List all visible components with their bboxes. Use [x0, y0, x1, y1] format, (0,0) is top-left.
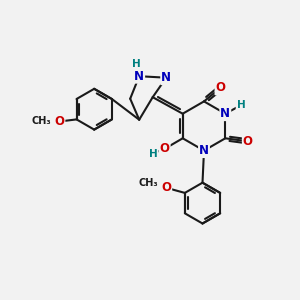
Text: H: H [149, 149, 158, 159]
Text: H: H [236, 100, 245, 110]
Text: N: N [199, 144, 209, 157]
Text: O: O [160, 142, 170, 155]
Text: N: N [220, 107, 230, 120]
Text: O: O [243, 135, 253, 148]
Text: N: N [134, 70, 144, 83]
Text: CH₃: CH₃ [32, 116, 51, 127]
Text: H: H [132, 58, 141, 69]
Text: N: N [161, 71, 171, 84]
Text: O: O [215, 81, 226, 94]
Text: CH₃: CH₃ [138, 178, 158, 188]
Text: O: O [54, 115, 64, 128]
Text: O: O [161, 181, 171, 194]
